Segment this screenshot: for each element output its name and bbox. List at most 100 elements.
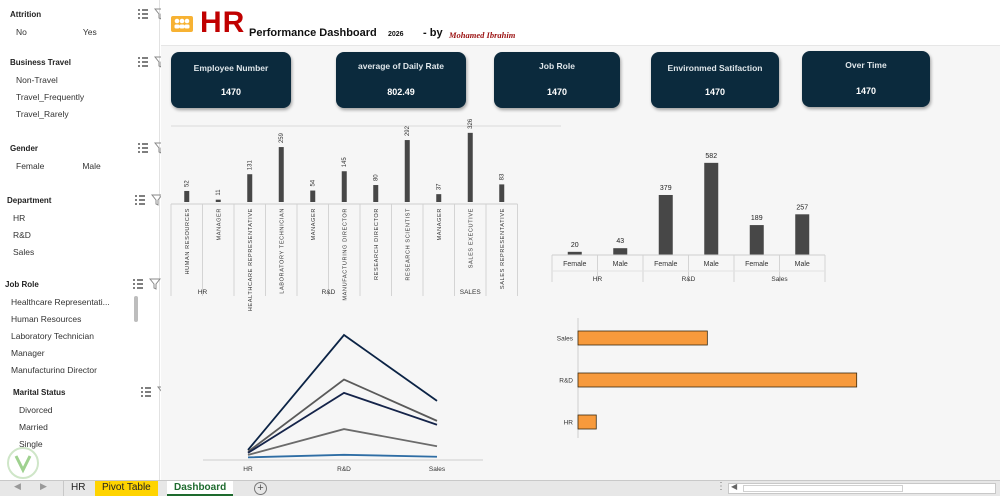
bar bbox=[310, 190, 316, 202]
gender-item-male[interactable]: Male bbox=[82, 161, 101, 171]
job-role-item[interactable]: Human Resources bbox=[11, 314, 82, 324]
watermark-logo-icon bbox=[7, 447, 39, 479]
tick-label: Female bbox=[654, 261, 677, 268]
gender-item-female[interactable]: Female bbox=[16, 161, 45, 171]
slicer-panel: Attrition No Yes Business Travel Non-Tra… bbox=[0, 0, 169, 480]
attrition-item-yes[interactable]: Yes bbox=[82, 27, 97, 37]
bar bbox=[577, 330, 708, 346]
data-label: 20 bbox=[571, 242, 579, 249]
series-line bbox=[247, 428, 438, 456]
business-travel-item[interactable]: Travel_Frequently bbox=[16, 92, 85, 102]
data-label: 83 bbox=[499, 173, 505, 180]
data-label: 52 bbox=[184, 180, 190, 187]
multi-select-icon[interactable] bbox=[134, 194, 146, 206]
bar bbox=[613, 248, 628, 255]
department-item[interactable]: R&D bbox=[13, 230, 31, 240]
data-label: 259 bbox=[279, 132, 285, 143]
data-label: 11 bbox=[216, 189, 222, 196]
department-item[interactable]: Sales bbox=[13, 247, 35, 257]
bar bbox=[278, 147, 284, 202]
kpi-value: 1470 bbox=[546, 87, 568, 97]
business-travel-item[interactable]: Non-Travel bbox=[16, 75, 58, 85]
kpi-label: average of Daily Rate bbox=[358, 61, 444, 71]
business-travel-slicer: Business Travel Non-Travel Travel_Freque… bbox=[10, 54, 166, 123]
job-role-item[interactable]: Healthcare Representati... bbox=[11, 297, 110, 307]
clear-filter-icon[interactable] bbox=[149, 278, 161, 290]
bar bbox=[499, 184, 505, 202]
tick-label: SALES EXECUTIVE bbox=[468, 208, 474, 268]
job-role-scrollbar[interactable] bbox=[134, 296, 138, 322]
marital-status-item[interactable]: Single bbox=[19, 439, 43, 449]
next-sheet-icon[interactable]: ▶ bbox=[40, 481, 47, 491]
bar bbox=[658, 194, 673, 255]
data-label: 131 bbox=[247, 160, 253, 171]
job-role-slicer-title: Job Role bbox=[5, 279, 39, 289]
group-label: R&D bbox=[682, 276, 696, 283]
tick-label: Sales bbox=[429, 466, 446, 473]
marital-status-item[interactable]: Divorced bbox=[19, 405, 53, 415]
data-label: 257 bbox=[796, 204, 808, 211]
kpi-label: Environmed Satifaction bbox=[667, 63, 763, 73]
data-label: 43 bbox=[616, 238, 624, 245]
bar bbox=[577, 372, 858, 388]
kpi-card-environment-satisfaction: Environmed Satifaction 1470 bbox=[651, 52, 779, 108]
department-item[interactable]: HR bbox=[13, 213, 26, 223]
kpi-card-daily-rate: average of Daily Rate 802.49 bbox=[336, 52, 466, 108]
gender-slicer-title: Gender bbox=[10, 143, 39, 153]
prev-sheet-icon[interactable]: ◀ bbox=[14, 481, 21, 491]
attrition-item-no[interactable]: No bbox=[16, 27, 27, 37]
charts-svg: 52 HUMAN RESOURCES 11 MANAGER 131 HEALTHCARE … bbox=[170, 118, 858, 473]
multi-select-icon[interactable] bbox=[137, 142, 149, 154]
bar bbox=[404, 140, 410, 202]
tick-label: HR bbox=[564, 420, 574, 427]
job-role-item[interactable]: Manufacturing Director bbox=[11, 365, 97, 373]
tick-label: MANAGER bbox=[437, 208, 443, 240]
horizontal-scrollbar[interactable]: ◀ bbox=[728, 482, 996, 494]
business-travel-item[interactable]: Travel_Rarely bbox=[16, 109, 69, 119]
job-role-item[interactable]: Laboratory Technician bbox=[11, 331, 95, 341]
tick-label: RESEARCH SCIENTIST bbox=[405, 208, 411, 281]
group-label: HR bbox=[593, 276, 603, 283]
attrition-slicer: Attrition No Yes bbox=[10, 6, 166, 41]
kpi-card-over-time: Over Time 1470 bbox=[802, 51, 930, 107]
tick-label: Male bbox=[795, 261, 810, 268]
tick-label: HUMAN RESOURCES bbox=[185, 208, 191, 275]
kpi-value: 1470 bbox=[855, 86, 877, 96]
tick-label: Male bbox=[704, 261, 719, 268]
kpi-label: Employee Number bbox=[193, 63, 269, 73]
tick-label: MANAGER bbox=[311, 208, 317, 240]
marital-status-item[interactable]: Married bbox=[19, 422, 48, 432]
bar bbox=[184, 190, 190, 202]
multi-select-icon[interactable] bbox=[137, 8, 149, 20]
tab-dashboard[interactable]: Dashboard bbox=[167, 481, 234, 496]
tick-label: R&D bbox=[559, 378, 573, 385]
tick-label: MANAGER bbox=[216, 208, 222, 240]
author-name: Mohamed Ibrahim bbox=[449, 30, 516, 40]
bar bbox=[467, 132, 473, 202]
bar bbox=[749, 225, 764, 255]
bar bbox=[373, 185, 379, 202]
series-line bbox=[247, 391, 438, 454]
data-label: 326 bbox=[468, 118, 474, 129]
bar bbox=[341, 171, 347, 202]
group-label: Sales bbox=[771, 276, 788, 283]
people-icon bbox=[171, 16, 193, 32]
gender-slicer: Gender Female Male bbox=[10, 140, 166, 175]
business-travel-slicer-title: Business Travel bbox=[10, 57, 71, 67]
tab-hr[interactable]: HR bbox=[63, 481, 92, 496]
more-options-icon[interactable]: ⋮ bbox=[716, 481, 726, 492]
kpi-value: 1470 bbox=[704, 87, 726, 97]
data-label: 379 bbox=[660, 185, 672, 192]
data-label: 80 bbox=[373, 174, 379, 181]
multi-select-icon[interactable] bbox=[140, 386, 152, 398]
tab-pivot-table[interactable]: Pivot Table bbox=[95, 481, 158, 496]
bar bbox=[795, 214, 810, 255]
kpi-label: Job Role bbox=[539, 61, 575, 71]
job-role-item[interactable]: Manager bbox=[11, 348, 45, 358]
series-line bbox=[247, 453, 438, 459]
multi-select-icon[interactable] bbox=[132, 278, 144, 290]
tick-label: Sales bbox=[557, 336, 574, 343]
multi-select-icon[interactable] bbox=[137, 56, 149, 68]
add-sheet-icon[interactable]: + bbox=[254, 482, 267, 495]
by-label: - by bbox=[423, 27, 443, 39]
